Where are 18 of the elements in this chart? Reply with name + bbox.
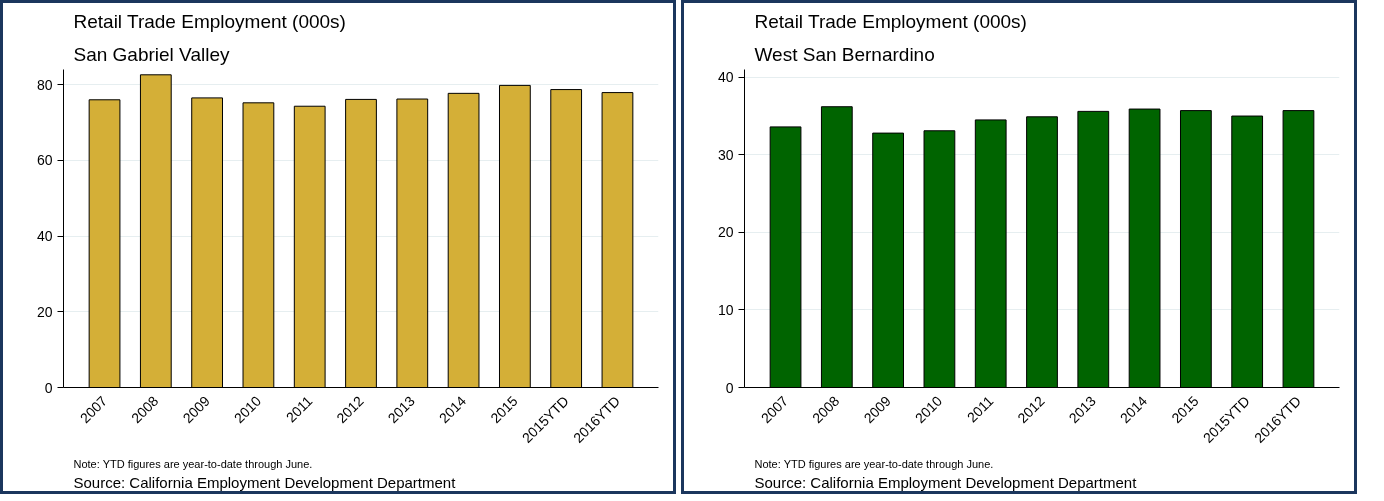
y-tick-label: 0 — [725, 379, 734, 396]
y-tick-label: 20 — [36, 303, 53, 320]
y-tick-label: 10 — [717, 301, 734, 318]
text: Note: YTD figures are year-to-date through June. — [73, 457, 313, 470]
chart-title: Retail Trade Employment (000s) — [73, 10, 346, 32]
text: Note: YTD figures are year-to-date through June. — [754, 457, 994, 470]
y-tick-label: 40 — [717, 69, 734, 86]
y-tick-label: 30 — [717, 146, 734, 163]
y-tick-label: 0 — [44, 379, 53, 396]
source-note: Source: California Employment Development Department — [73, 473, 457, 491]
y-tick-label: 60 — [36, 152, 53, 169]
source-note: Source: California Employment Development Department — [754, 473, 1138, 491]
chart-subtitle: West San Bernardino — [754, 43, 935, 65]
y-tick-label: 40 — [36, 228, 53, 245]
chart-title: Retail Trade Employment (000s) — [754, 10, 1027, 32]
y-tick-label: 20 — [717, 224, 734, 241]
chart-subtitle: San Gabriel Valley — [73, 43, 230, 65]
y-tick-label: 80 — [36, 76, 53, 93]
